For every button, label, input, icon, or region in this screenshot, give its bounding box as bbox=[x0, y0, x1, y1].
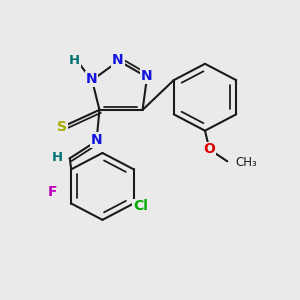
Text: N: N bbox=[112, 53, 124, 67]
Text: CH₃: CH₃ bbox=[236, 156, 257, 169]
Text: F: F bbox=[48, 184, 57, 199]
Text: O: O bbox=[203, 142, 215, 156]
Text: H: H bbox=[52, 151, 63, 164]
Text: H: H bbox=[69, 54, 80, 67]
Text: S: S bbox=[57, 120, 67, 134]
Text: N: N bbox=[141, 69, 152, 83]
Text: N: N bbox=[91, 133, 102, 147]
Text: Cl: Cl bbox=[133, 200, 148, 214]
Text: N: N bbox=[85, 72, 97, 86]
